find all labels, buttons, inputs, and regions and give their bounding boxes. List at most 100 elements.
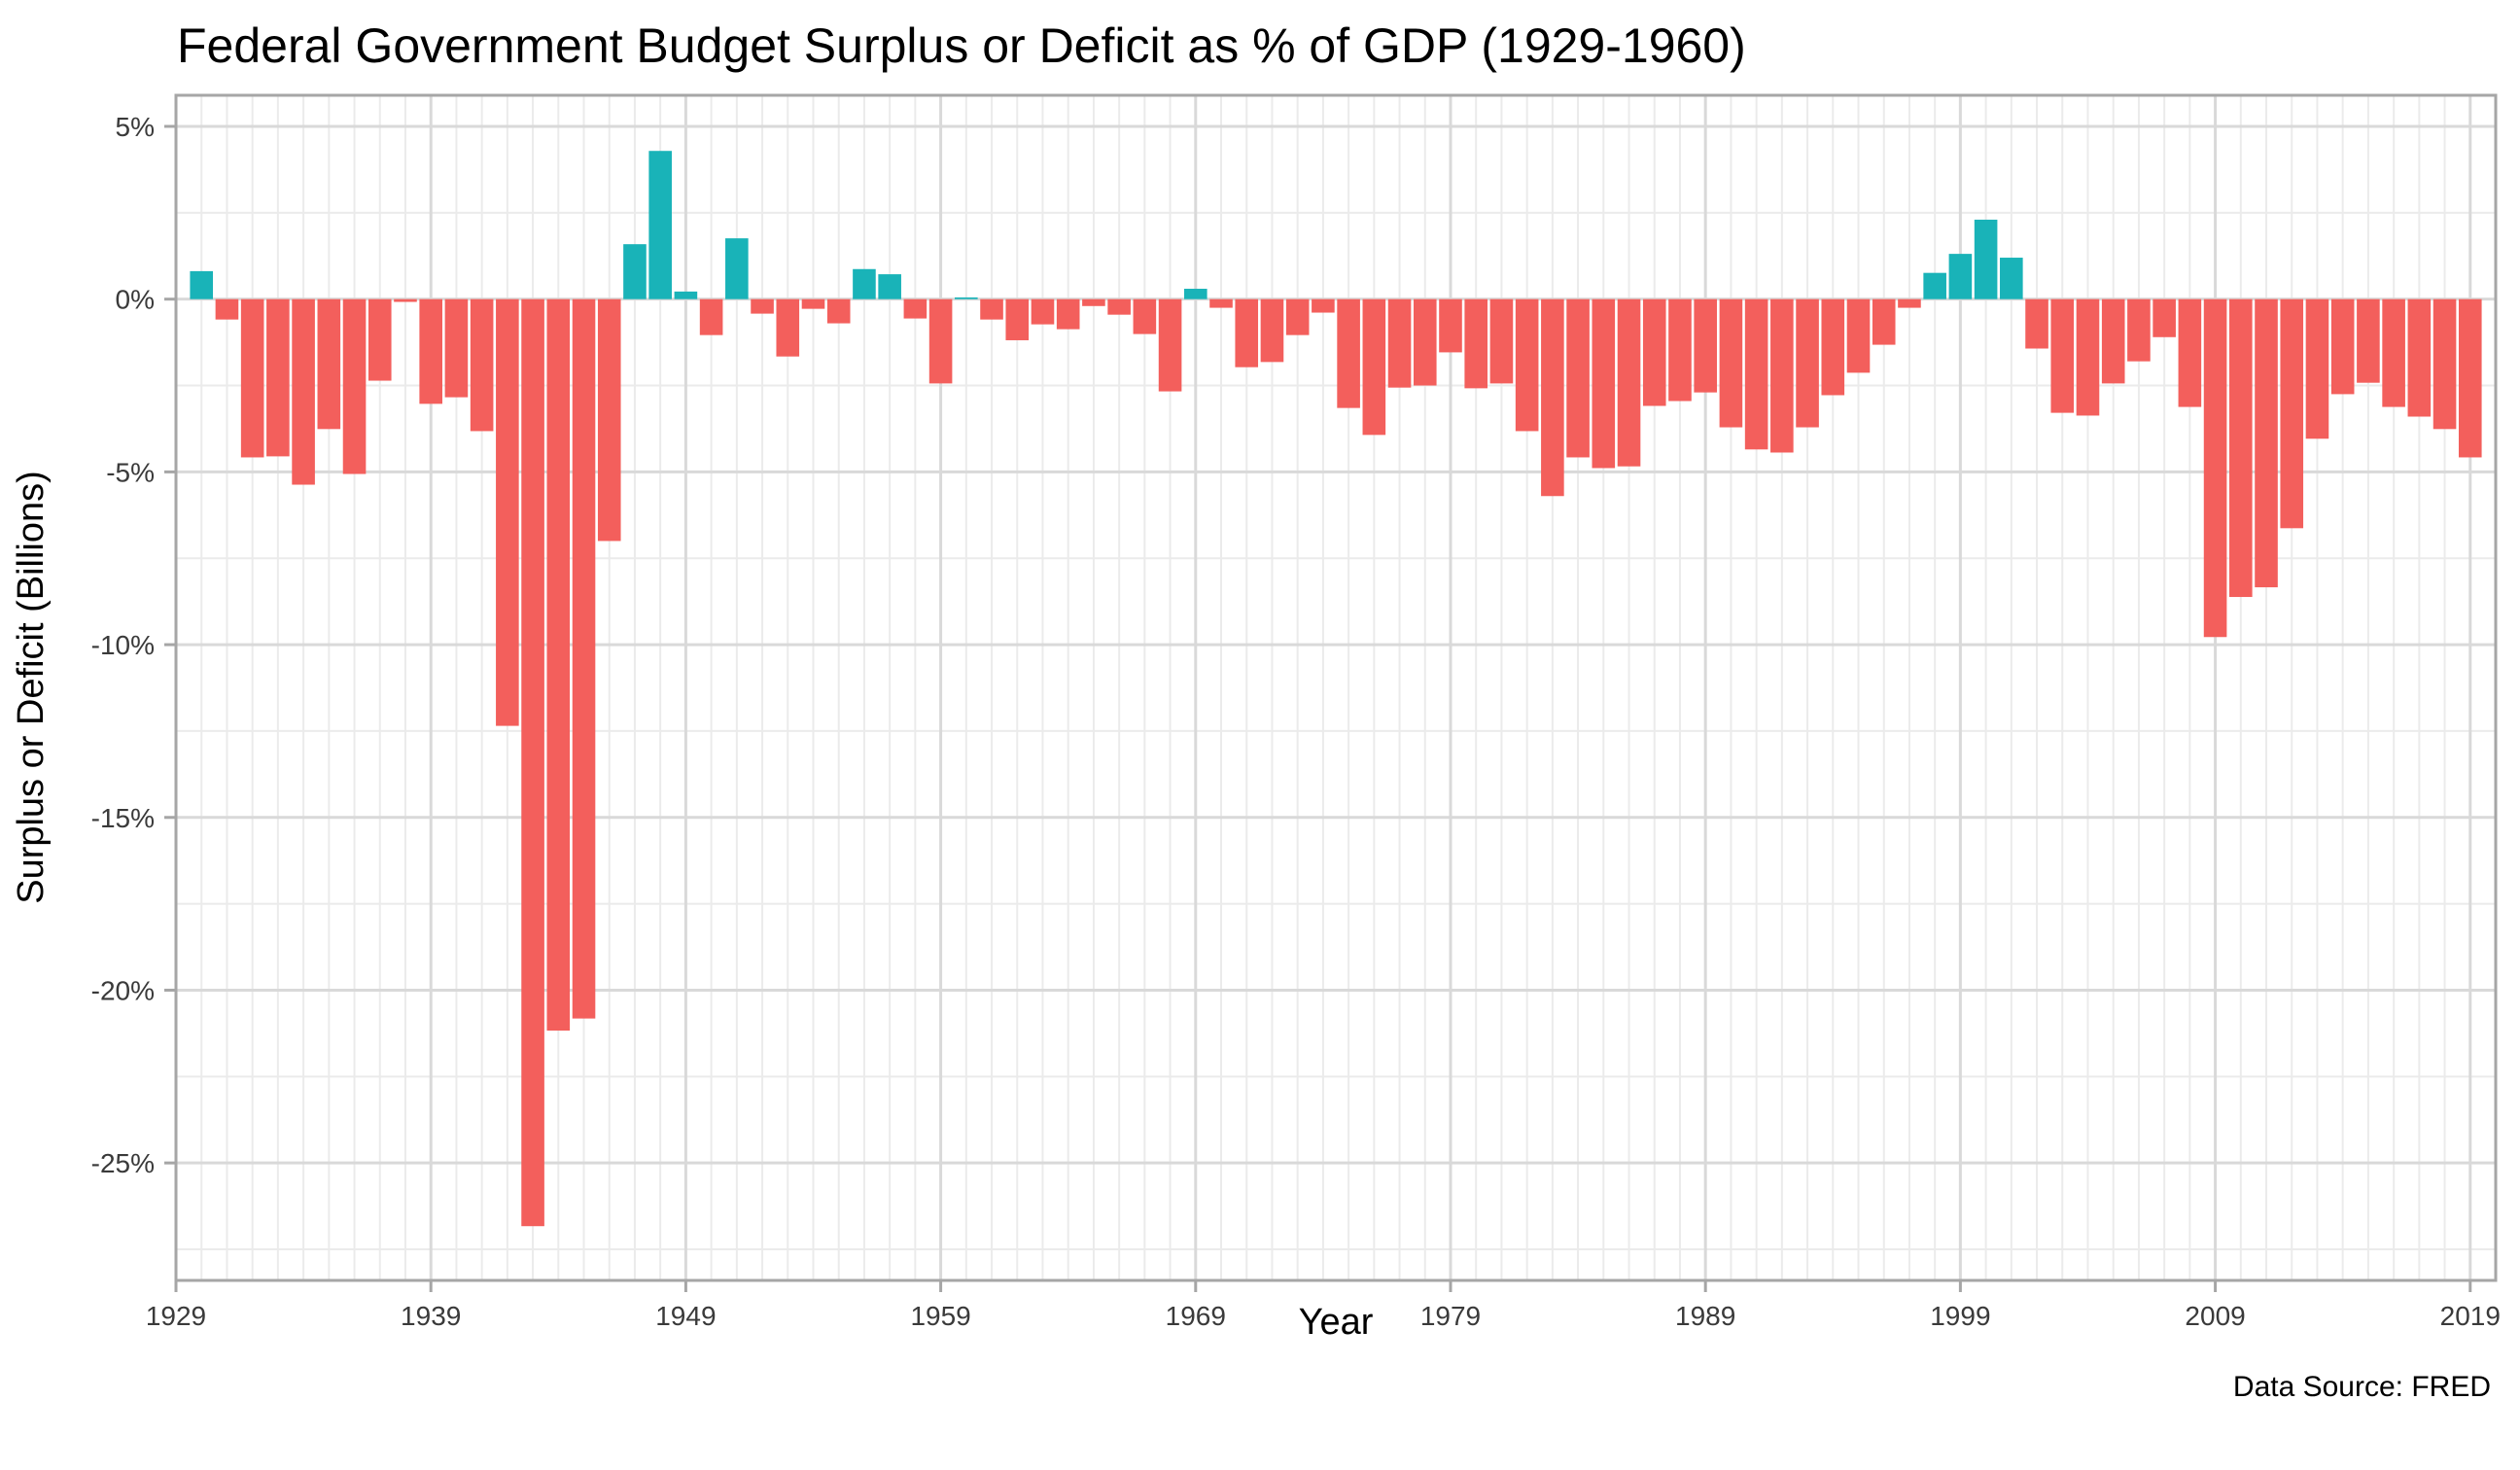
bar-1987 xyxy=(1642,298,1666,406)
bar-1993 xyxy=(1796,298,1819,428)
bar-1979 xyxy=(1439,298,1462,353)
bar-1957 xyxy=(878,274,901,299)
bar-1944 xyxy=(546,298,571,1032)
bar-1936 xyxy=(342,298,367,474)
x-tick-label: 1989 xyxy=(1675,1301,1735,1331)
y-axis: 5% 0% -5% -10% -15% -20% -25% xyxy=(91,112,176,1178)
bar-1986 xyxy=(1617,298,1641,467)
bar-1970 xyxy=(1209,298,1233,308)
bar-1968 xyxy=(1158,298,1182,392)
bar-1973 xyxy=(1285,298,1310,335)
bar-2012 xyxy=(2280,298,2304,529)
bar-2003 xyxy=(2050,298,2075,413)
bar-1998 xyxy=(1923,272,1946,299)
bar-2016 xyxy=(2382,298,2405,407)
x-tick-label: 2009 xyxy=(2185,1301,2245,1331)
bar-1941 xyxy=(470,298,494,432)
bar-1939 xyxy=(419,298,442,404)
bar-1933 xyxy=(266,298,290,457)
x-tick-label: 1939 xyxy=(401,1301,461,1331)
bar-1962 xyxy=(1005,298,1030,340)
bar-2013 xyxy=(2305,298,2329,439)
bar-1942 xyxy=(496,298,519,726)
x-tick-label: 1979 xyxy=(1420,1301,1481,1331)
bar-2007 xyxy=(2152,298,2176,337)
bar-1956 xyxy=(853,268,876,299)
bar-1988 xyxy=(1668,298,1692,402)
bar-1967 xyxy=(1133,298,1157,334)
y-tick-label: -25% xyxy=(91,1148,155,1178)
bar-1951 xyxy=(725,238,749,299)
chart-title: Federal Government Budget Surplus or Def… xyxy=(177,18,1746,73)
bar-2000 xyxy=(1974,219,1998,299)
bar-2009 xyxy=(2203,298,2227,638)
bar-1977 xyxy=(1387,298,1412,388)
y-tick-label: -10% xyxy=(91,630,155,660)
bar-1959 xyxy=(928,298,953,384)
bar-1965 xyxy=(1082,298,1105,306)
bar-2014 xyxy=(2330,298,2355,395)
bar-1989 xyxy=(1694,298,1717,393)
bar-1940 xyxy=(444,298,469,398)
bar-1981 xyxy=(1489,298,1514,384)
bar-1935 xyxy=(317,298,341,430)
x-tick-label: 1959 xyxy=(910,1301,970,1331)
bar-1938 xyxy=(394,298,417,302)
bar-1990 xyxy=(1719,298,1743,428)
bar-1969 xyxy=(1183,289,1208,299)
bar-2008 xyxy=(2178,298,2202,407)
bar-1966 xyxy=(1107,298,1131,315)
x-tick-label: 2019 xyxy=(2440,1301,2501,1331)
bar-1984 xyxy=(1566,298,1590,458)
bar-2004 xyxy=(2076,298,2100,416)
bar-1953 xyxy=(776,298,800,357)
bar-1954 xyxy=(801,298,825,309)
bar-2017 xyxy=(2407,298,2432,417)
data-source-caption: Data Source: FRED xyxy=(2233,1371,2491,1403)
y-tick-label: -5% xyxy=(106,457,155,487)
y-tick-label: 5% xyxy=(116,112,155,142)
bar-1964 xyxy=(1056,298,1080,330)
bar-1996 xyxy=(1872,298,1896,345)
bar-1999 xyxy=(1948,254,1973,299)
bar-1947 xyxy=(623,244,647,299)
bar-2015 xyxy=(2357,298,2380,383)
y-axis-title: Surplus or Deficit (Billions) xyxy=(11,471,52,904)
x-tick-label: 1969 xyxy=(1166,1301,1226,1331)
bar-1992 xyxy=(1770,298,1794,453)
x-axis: 1929 1939 1949 1959 1969 1979 1989 1999 2009 2019 xyxy=(146,1280,2501,1331)
bar-1972 xyxy=(1260,298,1284,363)
bar-2010 xyxy=(2229,298,2253,598)
bar-1991 xyxy=(1744,298,1768,450)
bar-1982 xyxy=(1515,298,1539,432)
x-tick-label: 1929 xyxy=(146,1301,206,1331)
bar-1995 xyxy=(1846,298,1871,373)
x-tick-label: 1999 xyxy=(1930,1301,1990,1331)
bar-2005 xyxy=(2101,298,2125,384)
bar-1978 xyxy=(1413,298,1437,386)
y-tick-label: -15% xyxy=(91,803,155,833)
bar-1955 xyxy=(826,298,851,324)
bar-1943 xyxy=(521,298,544,1227)
bar-1949 xyxy=(674,291,698,299)
bar-2001 xyxy=(2000,258,2023,299)
bar-1948 xyxy=(648,151,672,299)
bar-1994 xyxy=(1821,298,1845,396)
bar-1975 xyxy=(1337,298,1360,408)
bar-1937 xyxy=(368,298,392,381)
bar-1971 xyxy=(1235,298,1259,368)
bar-2002 xyxy=(2025,298,2048,349)
x-axis-title: Year xyxy=(1299,1302,1374,1343)
bar-1945 xyxy=(572,298,596,1019)
bars xyxy=(190,151,2482,1227)
bar-2018 xyxy=(2432,298,2457,430)
y-tick-label: -20% xyxy=(91,975,155,1005)
bar-1960 xyxy=(955,297,978,299)
bar-1934 xyxy=(292,298,315,485)
bar-1985 xyxy=(1592,298,1616,469)
bar-1980 xyxy=(1464,298,1488,389)
panel-border xyxy=(174,93,2498,1282)
y-tick-label: 0% xyxy=(116,285,155,315)
bar-1950 xyxy=(699,298,723,335)
